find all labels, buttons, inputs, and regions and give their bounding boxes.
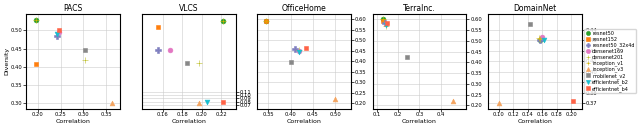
Point: [107, 102, 117, 104]
Point: [294, 50, 304, 52]
Point: [525, 23, 535, 25]
X-axis label: Correlation: Correlation: [518, 119, 552, 124]
Point: [54, 29, 64, 31]
Title: DomainNet: DomainNet: [513, 4, 557, 13]
Point: [294, 49, 304, 51]
Point: [153, 49, 163, 51]
Point: [182, 62, 192, 64]
Point: [31, 19, 41, 22]
Point: [202, 101, 212, 103]
Point: [330, 98, 340, 100]
Point: [535, 39, 545, 41]
Point: [261, 20, 271, 22]
Point: [535, 38, 545, 40]
Point: [31, 19, 41, 22]
Title: VLCS: VLCS: [179, 4, 198, 13]
X-axis label: Correlation: Correlation: [287, 119, 321, 124]
Point: [261, 20, 271, 22]
Point: [164, 49, 175, 51]
Point: [378, 18, 388, 20]
Point: [218, 20, 228, 22]
Point: [380, 22, 390, 24]
Point: [153, 26, 163, 28]
Point: [54, 31, 64, 33]
Point: [537, 36, 547, 38]
Point: [80, 49, 90, 51]
Point: [194, 62, 204, 64]
Point: [218, 101, 228, 103]
Point: [447, 100, 458, 102]
Point: [80, 59, 90, 61]
Title: OfficeHome: OfficeHome: [282, 4, 326, 13]
Y-axis label: Diversity: Diversity: [4, 47, 9, 75]
Point: [290, 48, 300, 50]
Point: [401, 56, 412, 58]
Point: [381, 24, 391, 26]
Point: [52, 35, 63, 37]
Point: [31, 63, 41, 65]
Point: [568, 100, 578, 102]
Point: [381, 25, 392, 27]
Point: [194, 102, 204, 104]
Point: [218, 20, 228, 22]
Legend: resnet50, resnet152, resnext50_32x4d, densenet169, densenet201, inception_v1, in: resnet50, resnet152, resnext50_32x4d, de…: [584, 29, 636, 93]
Point: [381, 23, 392, 25]
Point: [294, 51, 304, 53]
Title: PACS: PACS: [63, 4, 83, 13]
Point: [378, 20, 388, 23]
Point: [535, 39, 545, 41]
Point: [378, 18, 388, 20]
Point: [285, 61, 296, 63]
Point: [533, 37, 543, 39]
Point: [52, 33, 63, 35]
Point: [382, 22, 392, 24]
X-axis label: Correlation: Correlation: [402, 119, 437, 124]
X-axis label: Correlation: Correlation: [171, 119, 206, 124]
Point: [261, 20, 271, 22]
Title: TerraInc.: TerraInc.: [403, 4, 436, 13]
Point: [493, 102, 504, 104]
Point: [540, 39, 550, 41]
Point: [301, 47, 312, 49]
X-axis label: Correlation: Correlation: [56, 119, 91, 124]
